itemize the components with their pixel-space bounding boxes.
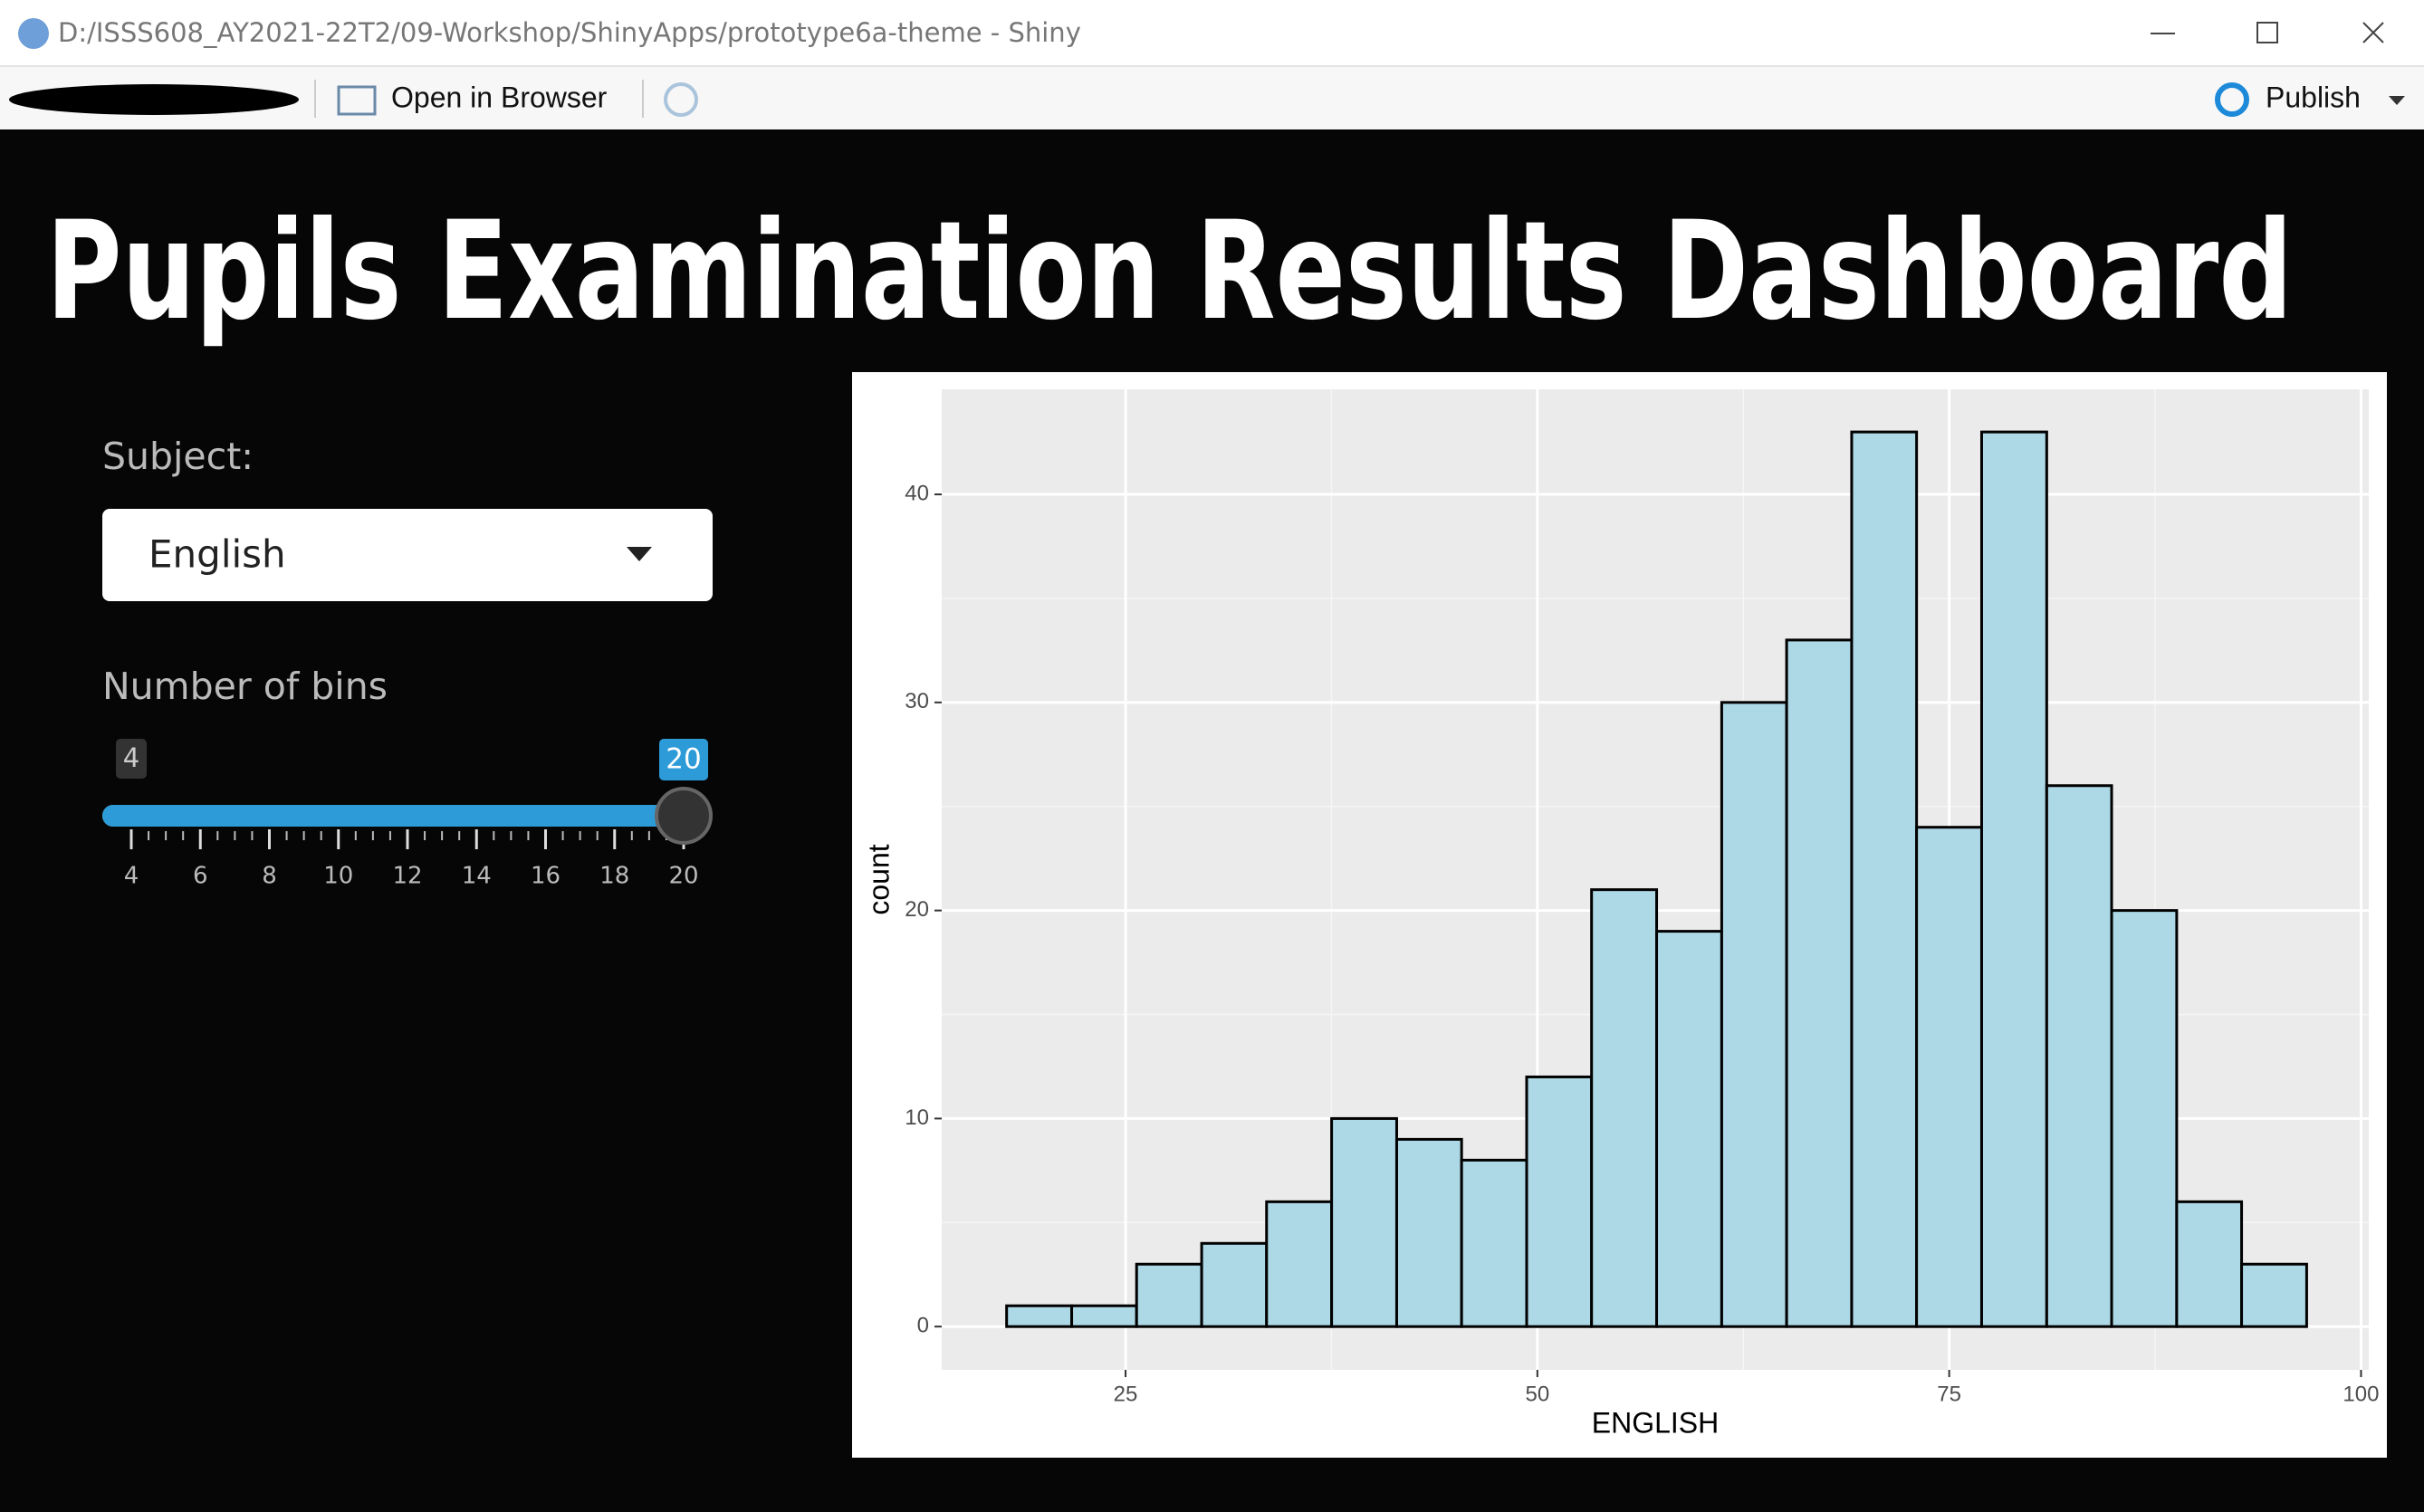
slider-handle	[655, 787, 713, 845]
redacted	[9, 84, 299, 115]
slider[interactable]: 4 6 8 10 12 14 16 18 20 4 20	[102, 739, 713, 890]
y-axis-label: count	[862, 844, 895, 914]
histogram-bar	[1070, 1304, 1138, 1328]
subject-select[interactable]	[102, 509, 713, 601]
histogram-bar	[1460, 1158, 1528, 1328]
publish-button[interactable]: Publish	[2266, 81, 2361, 113]
maximize-button[interactable]	[2256, 22, 2278, 43]
x-tick-label: 100	[2343, 1382, 2379, 1406]
histogram-bar	[2045, 784, 2113, 1328]
slider-min-bubble	[116, 739, 147, 779]
title-bar	[0, 0, 2424, 66]
histogram-bar	[1979, 430, 2048, 1328]
slider-value-bubble	[659, 739, 708, 780]
histogram-bar	[1200, 1241, 1269, 1328]
histogram-bar	[1135, 1262, 1203, 1328]
slider-value-label: 20	[666, 743, 701, 776]
histogram-bar	[1655, 930, 1723, 1328]
histogram-bar	[1525, 1075, 1594, 1328]
browser-icon	[337, 85, 377, 116]
x-axis-label: ENGLISH	[1592, 1406, 1719, 1439]
histogram-bar	[1785, 638, 1854, 1328]
slider-tick-label: 18	[599, 863, 629, 890]
x-tick-label: 75	[1937, 1382, 1961, 1406]
histogram-bar	[1590, 888, 1659, 1328]
slider-tick-label: 20	[668, 863, 698, 890]
slider-min-label: 4	[123, 742, 139, 773]
histogram-bar	[1720, 701, 1788, 1328]
histogram-bar	[1005, 1304, 1074, 1328]
histogram-bar	[1330, 1116, 1398, 1328]
close-button[interactable]	[2362, 22, 2384, 43]
y-tick-label: 30	[905, 689, 929, 713]
subject-label: Subject:	[102, 435, 254, 478]
histogram-bar	[1915, 826, 1983, 1328]
window-title: D:/ISSS608_AY2021-22T2/09-Workshop/Shiny…	[58, 17, 1081, 48]
slider-tick-label: 4	[124, 863, 139, 890]
x-tick-label: 50	[1525, 1382, 1549, 1406]
slider-tick-label: 16	[531, 863, 560, 890]
open-in-browser[interactable]: Open in Browser	[391, 81, 608, 113]
slider-tick-label: 14	[462, 863, 492, 890]
x-tick-label: 25	[1114, 1382, 1138, 1406]
subject-value: English	[149, 532, 286, 577]
y-tick-label: 20	[905, 897, 929, 922]
histogram-bar	[2240, 1262, 2308, 1328]
histogram-bar	[1265, 1200, 1334, 1328]
y-tick-label: 40	[905, 481, 929, 505]
histogram-bar	[2110, 909, 2179, 1328]
y-tick-label: 0	[917, 1314, 929, 1338]
publish-dropdown[interactable]	[2389, 96, 2405, 105]
y-tick-label: 10	[905, 1105, 929, 1130]
histogram-bar	[1850, 430, 1919, 1328]
slider-tick-label: 6	[193, 863, 208, 890]
slider-tick-label: 10	[323, 863, 353, 890]
toolbar	[0, 66, 2424, 129]
select-caret	[627, 547, 652, 561]
refresh-button[interactable]	[664, 82, 698, 117]
histogram-bar	[1394, 1137, 1463, 1328]
slider-tick-label: 12	[392, 863, 422, 890]
histogram-bar	[2175, 1200, 2244, 1328]
slider-fill	[102, 805, 684, 827]
chart: 0 10 20 30 40 25 50 75 100 ENGLISH count	[862, 389, 2379, 1439]
bins-label: Number of bins	[102, 665, 388, 708]
publish-icon	[2215, 82, 2249, 117]
dashboard-title: Pupils Examination Results Dashboard	[46, 193, 2293, 350]
slider-tick-label: 8	[262, 863, 277, 890]
app-icon	[18, 18, 49, 49]
